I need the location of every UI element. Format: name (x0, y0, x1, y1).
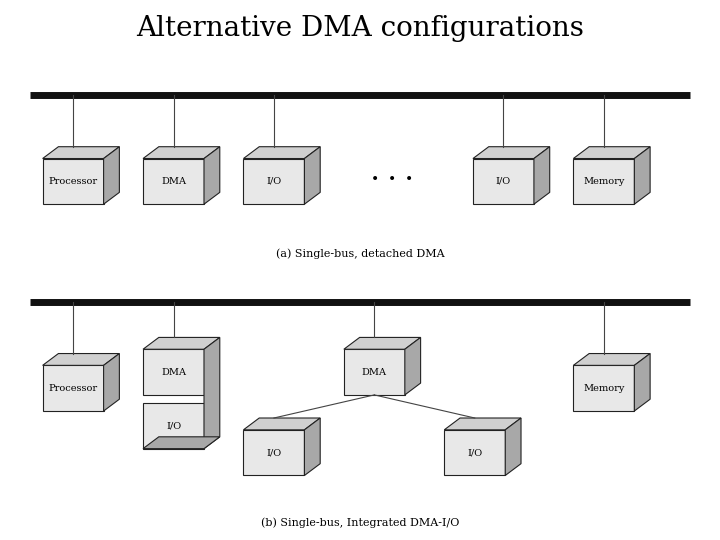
Text: (a) Single-bus, detached DMA: (a) Single-bus, detached DMA (276, 248, 444, 259)
Text: •  •  •: • • • (371, 173, 413, 187)
Polygon shape (143, 338, 220, 349)
Polygon shape (634, 354, 650, 411)
Text: I/O: I/O (266, 448, 282, 457)
Text: I/O: I/O (166, 421, 181, 430)
Polygon shape (634, 147, 650, 204)
Text: DMA: DMA (362, 368, 387, 376)
Polygon shape (305, 147, 320, 204)
Polygon shape (243, 418, 320, 430)
Polygon shape (104, 354, 120, 411)
Polygon shape (305, 418, 320, 476)
FancyBboxPatch shape (42, 159, 104, 204)
Polygon shape (444, 418, 521, 430)
Text: Processor: Processor (48, 384, 98, 393)
Text: DMA: DMA (161, 177, 186, 186)
FancyBboxPatch shape (573, 366, 634, 411)
Text: (b) Single-bus, Integrated DMA-I/O: (b) Single-bus, Integrated DMA-I/O (261, 517, 459, 528)
FancyBboxPatch shape (143, 349, 204, 395)
Polygon shape (143, 147, 220, 159)
Polygon shape (143, 437, 220, 449)
Polygon shape (573, 147, 650, 159)
Polygon shape (243, 147, 320, 159)
Polygon shape (344, 338, 420, 349)
FancyBboxPatch shape (42, 366, 104, 411)
Polygon shape (42, 354, 120, 366)
Polygon shape (104, 147, 120, 204)
Polygon shape (204, 147, 220, 204)
FancyBboxPatch shape (243, 430, 305, 476)
Text: Memory: Memory (583, 384, 624, 393)
FancyBboxPatch shape (473, 159, 534, 204)
Polygon shape (42, 147, 120, 159)
FancyBboxPatch shape (344, 349, 405, 395)
Polygon shape (473, 147, 549, 159)
Polygon shape (204, 338, 220, 449)
Polygon shape (573, 354, 650, 366)
FancyBboxPatch shape (143, 159, 204, 204)
Polygon shape (505, 418, 521, 476)
FancyBboxPatch shape (573, 159, 634, 204)
Text: I/O: I/O (266, 177, 282, 186)
FancyBboxPatch shape (243, 159, 305, 204)
Text: Alternative DMA configurations: Alternative DMA configurations (136, 15, 584, 42)
Polygon shape (405, 338, 420, 395)
Text: I/O: I/O (467, 448, 482, 457)
Text: Processor: Processor (48, 177, 98, 186)
Text: I/O: I/O (496, 177, 511, 186)
Text: DMA: DMA (161, 368, 186, 376)
FancyBboxPatch shape (143, 403, 204, 449)
Text: Memory: Memory (583, 177, 624, 186)
Polygon shape (534, 147, 549, 204)
FancyBboxPatch shape (444, 430, 505, 476)
